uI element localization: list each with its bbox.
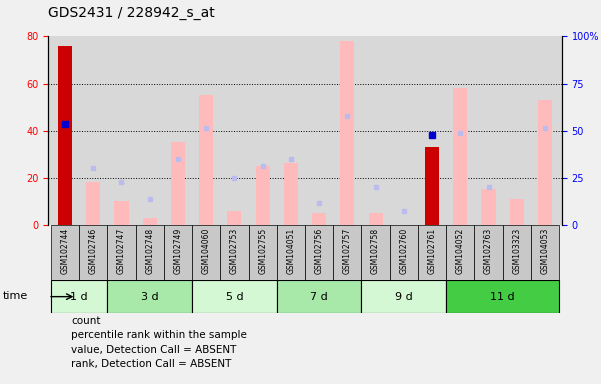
Text: 5 d: 5 d xyxy=(225,291,243,302)
Text: GSM102758: GSM102758 xyxy=(371,227,380,273)
Text: GSM102756: GSM102756 xyxy=(315,227,323,274)
Text: GSM102763: GSM102763 xyxy=(484,227,493,274)
Bar xyxy=(58,46,72,225)
Text: GSM102748: GSM102748 xyxy=(145,227,154,273)
Text: GSM104060: GSM104060 xyxy=(202,227,211,274)
Text: GDS2431 / 228942_s_at: GDS2431 / 228942_s_at xyxy=(48,6,215,20)
Bar xyxy=(51,280,108,313)
Bar xyxy=(199,95,213,225)
Bar xyxy=(277,225,305,280)
Bar xyxy=(333,225,361,280)
Bar xyxy=(305,225,333,280)
Bar xyxy=(277,280,361,313)
Bar xyxy=(164,225,192,280)
Text: GSM102753: GSM102753 xyxy=(230,227,239,274)
Text: GSM104052: GSM104052 xyxy=(456,227,465,274)
Bar xyxy=(171,142,185,225)
Bar xyxy=(418,225,446,280)
Bar xyxy=(221,225,249,280)
Bar xyxy=(108,225,136,280)
Bar xyxy=(361,280,446,313)
Text: GSM103323: GSM103323 xyxy=(512,227,521,274)
Bar xyxy=(502,225,531,280)
Bar xyxy=(312,213,326,225)
Bar xyxy=(453,88,468,225)
Bar xyxy=(249,225,277,280)
Text: 9 d: 9 d xyxy=(395,291,413,302)
Bar xyxy=(481,189,496,225)
Bar xyxy=(192,225,221,280)
Bar xyxy=(510,199,524,225)
Bar xyxy=(114,201,129,225)
Text: GSM102744: GSM102744 xyxy=(61,227,70,274)
Bar xyxy=(446,225,474,280)
Text: 3 d: 3 d xyxy=(141,291,159,302)
Text: value, Detection Call = ABSENT: value, Detection Call = ABSENT xyxy=(71,345,236,355)
Bar xyxy=(474,225,502,280)
Bar xyxy=(108,280,192,313)
Text: percentile rank within the sample: percentile rank within the sample xyxy=(71,330,247,340)
Text: 7 d: 7 d xyxy=(310,291,328,302)
Text: GSM102760: GSM102760 xyxy=(399,227,408,274)
Text: GSM104051: GSM104051 xyxy=(287,227,295,274)
Text: rank, Detection Call = ABSENT: rank, Detection Call = ABSENT xyxy=(71,359,231,369)
Bar xyxy=(136,225,164,280)
Bar xyxy=(531,225,559,280)
Text: GSM102749: GSM102749 xyxy=(174,227,183,274)
Text: GSM102746: GSM102746 xyxy=(89,227,98,274)
Bar xyxy=(86,182,100,225)
Bar xyxy=(340,41,355,225)
Text: GSM102755: GSM102755 xyxy=(258,227,267,274)
Bar xyxy=(361,225,389,280)
Text: GSM102757: GSM102757 xyxy=(343,227,352,274)
Bar xyxy=(255,166,270,225)
Bar xyxy=(389,225,418,280)
Bar xyxy=(51,225,79,280)
Bar xyxy=(142,218,157,225)
Text: time: time xyxy=(3,291,28,301)
Text: 11 d: 11 d xyxy=(490,291,515,302)
Bar xyxy=(227,210,242,225)
Bar xyxy=(446,280,559,313)
Bar xyxy=(425,147,439,225)
Text: 1 d: 1 d xyxy=(70,291,88,302)
Bar xyxy=(192,280,277,313)
Bar xyxy=(538,100,552,225)
Bar xyxy=(368,213,383,225)
Bar xyxy=(284,164,298,225)
Text: GSM102747: GSM102747 xyxy=(117,227,126,274)
Text: GSM102761: GSM102761 xyxy=(427,227,436,273)
Bar xyxy=(79,225,108,280)
Text: count: count xyxy=(71,316,100,326)
Text: GSM104053: GSM104053 xyxy=(540,227,549,274)
